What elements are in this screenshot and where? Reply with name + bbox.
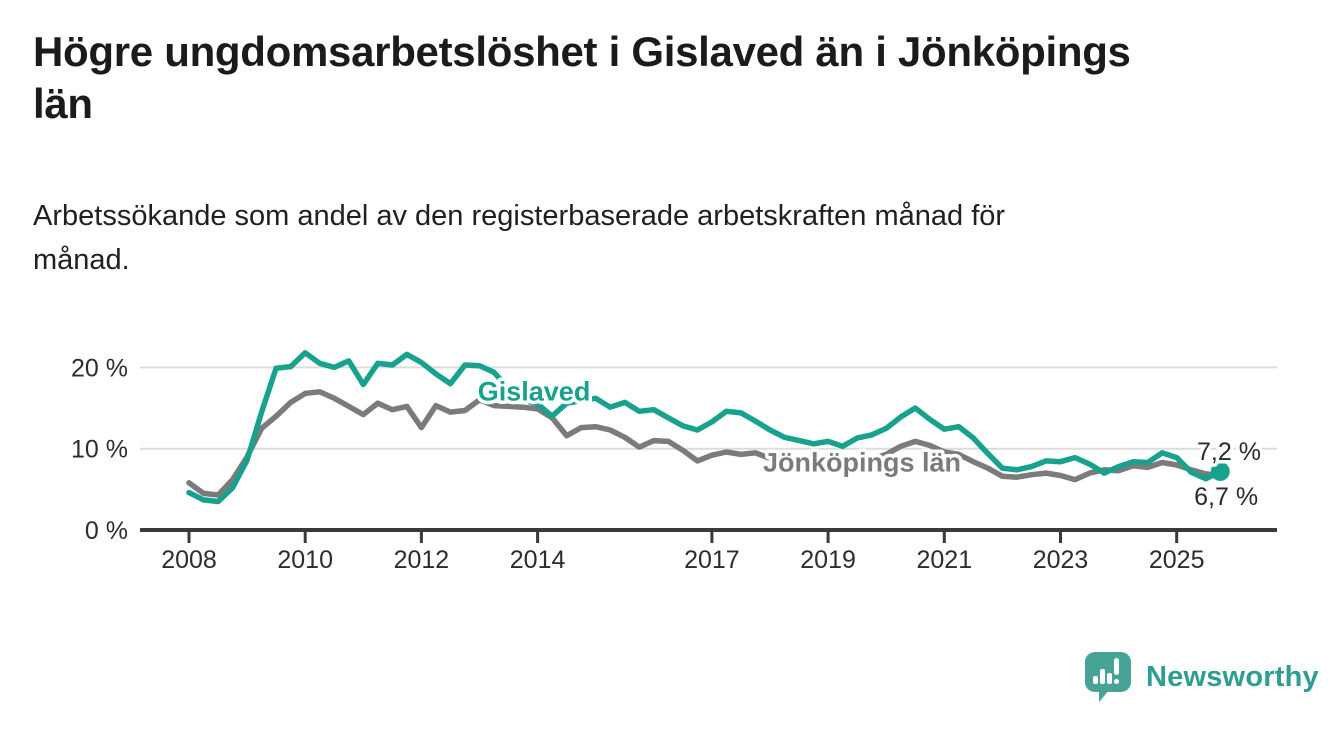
y-tick-label-10: 10 % bbox=[71, 436, 128, 464]
x-tick-label-2012: 2012 bbox=[394, 546, 450, 574]
series-label-gislaved: Gislaved bbox=[478, 377, 591, 407]
end-label-jonkopings-lan: 6,7 % bbox=[1194, 483, 1258, 511]
chart-subtitle-line-1: Arbetssökande som andel av den registerb… bbox=[33, 200, 1006, 232]
x-tick-label-2010: 2010 bbox=[277, 546, 333, 574]
end-label-gislaved: 7,2 % bbox=[1197, 438, 1261, 466]
series-line-jonkopings-lan bbox=[186, 389, 1224, 498]
logo-exclamation-dot bbox=[1114, 679, 1119, 684]
newsworthy-logo-icon bbox=[1085, 652, 1131, 702]
y-tick-label-20: 20 % bbox=[71, 354, 128, 382]
line-chart-canvas: 0 % 10 % 20 % 2008 2010 2012 2014 2017 2019 2021 2… bbox=[71, 350, 1277, 574]
x-tick-label-2023: 2023 bbox=[1033, 546, 1089, 574]
logo-bar-3 bbox=[1107, 673, 1112, 684]
series-end-dot-gislaved bbox=[1210, 461, 1230, 481]
x-tick-label-2025: 2025 bbox=[1149, 546, 1205, 574]
series-line-gislaved bbox=[186, 350, 1224, 505]
chart-title-line-2: län bbox=[33, 79, 93, 127]
x-tick-label-2008: 2008 bbox=[161, 546, 217, 574]
x-tick-label-2014: 2014 bbox=[510, 546, 566, 574]
newsworthy-branding: Newsworthy bbox=[1083, 650, 1319, 704]
x-tick-label-2017: 2017 bbox=[684, 546, 740, 574]
logo-exclamation-bar bbox=[1114, 658, 1119, 675]
newsworthy-logo-text: Newsworthy bbox=[1146, 660, 1319, 693]
chart-subtitle: Arbetssökande som andel av den registerb… bbox=[33, 194, 1273, 282]
x-tick-label-2019: 2019 bbox=[800, 546, 856, 574]
chart-title-line-1: Högre ungdomsarbetslöshet i Gislaved än … bbox=[33, 28, 1131, 75]
chart-subtitle-line-2: månad. bbox=[33, 244, 130, 277]
x-tick-label-2021: 2021 bbox=[916, 546, 972, 574]
chart-title: Högre ungdomsarbetslöshet i Gislaved än … bbox=[33, 26, 1323, 129]
line-chart: 0 % 10 % 20 % 2008 2010 2012 2014 2017 2019 2021 2… bbox=[0, 330, 1340, 594]
logo-bar-1 bbox=[1093, 676, 1098, 684]
series-label-jonkopings-lan: Jönköpings län bbox=[763, 447, 961, 477]
logo-bar-2 bbox=[1100, 669, 1105, 684]
y-tick-label-0: 0 % bbox=[85, 517, 128, 545]
